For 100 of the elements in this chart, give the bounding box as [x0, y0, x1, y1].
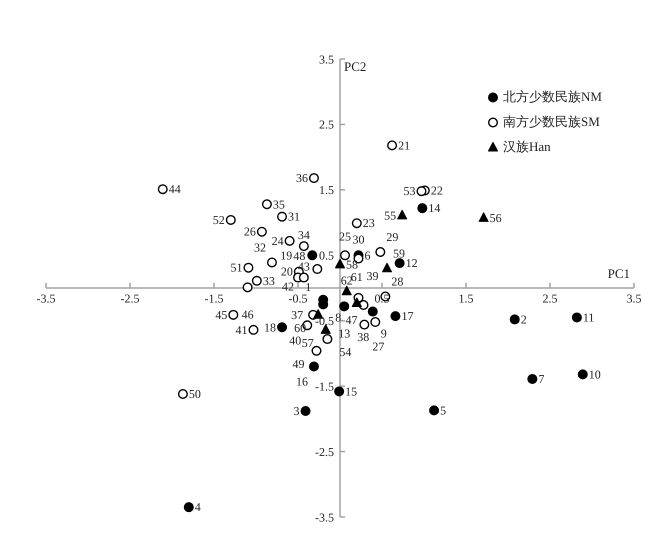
point — [248, 324, 258, 335]
point — [242, 282, 253, 292]
annotation: 39 — [366, 268, 378, 283]
point — [359, 320, 370, 330]
point — [429, 405, 440, 416]
point — [572, 312, 582, 322]
point — [478, 212, 489, 222]
point — [243, 262, 254, 273]
annotation: 41 — [235, 322, 248, 337]
point — [370, 317, 380, 328]
point — [394, 258, 405, 268]
point — [298, 272, 309, 283]
annotation: 46 — [242, 307, 254, 322]
point — [277, 212, 288, 222]
point — [352, 297, 362, 307]
y-tick-label: 1.5 — [319, 183, 334, 198]
legend-label: 汉族Han — [503, 138, 551, 156]
annotation: 26 — [244, 224, 256, 239]
annotation: 21 — [398, 138, 410, 152]
point — [266, 257, 277, 268]
annotation: 61 — [350, 270, 363, 284]
point — [312, 264, 322, 274]
point — [252, 276, 262, 286]
annotation: 27 — [372, 340, 384, 354]
point — [527, 374, 538, 384]
annotation: 44 — [168, 182, 181, 196]
annotation: 29 — [386, 230, 398, 244]
annotation: 28 — [391, 274, 404, 289]
point — [284, 236, 295, 246]
annotation: 59 — [393, 246, 406, 260]
x-tick-label: -3.5 — [36, 292, 56, 306]
point — [340, 250, 350, 260]
annotation: 3 — [294, 404, 300, 418]
y-tick-label: -1.5 — [315, 379, 334, 394]
point — [308, 173, 319, 184]
annotation: 5 — [440, 403, 446, 418]
annotation: 18 — [264, 320, 276, 334]
annotation: 60 — [294, 320, 306, 335]
point — [342, 286, 352, 296]
annotation: 42 — [282, 280, 294, 294]
point — [158, 184, 168, 194]
annotation: 35 — [272, 197, 285, 212]
x-tick-label: 3.5 — [626, 292, 642, 306]
x-tick-label: 2.5 — [542, 292, 558, 306]
annotation: 57 — [302, 336, 314, 350]
annotation: 52 — [212, 212, 225, 227]
point — [228, 310, 238, 320]
point — [416, 186, 426, 196]
point — [382, 262, 392, 272]
point — [510, 314, 520, 324]
annotation: 25 — [339, 229, 352, 244]
annotation: 58 — [346, 257, 358, 272]
point — [390, 311, 400, 322]
annotation: 4 — [194, 500, 201, 514]
point — [322, 334, 332, 344]
annotation: 54 — [339, 345, 352, 360]
point — [226, 214, 236, 225]
x-axis-title: PC1 — [608, 266, 630, 281]
legend-label: 南方少数民族SM — [503, 112, 600, 130]
annotation: 8 — [335, 310, 342, 324]
point — [178, 388, 188, 399]
annotation: 16 — [296, 374, 308, 389]
y-tick-label: -3.5 — [315, 510, 334, 524]
annotation: 22 — [430, 184, 443, 198]
point — [375, 247, 386, 258]
x-tick-label: -1.5 — [204, 292, 224, 306]
annotation: 45 — [215, 308, 228, 322]
point — [256, 226, 267, 237]
annotation: 32 — [254, 240, 266, 254]
point — [334, 386, 344, 396]
x-tick-label: -0.5 — [288, 292, 308, 306]
point — [578, 369, 588, 380]
annotation: 55 — [384, 208, 396, 222]
x-tick-label: 1.5 — [458, 292, 474, 306]
point — [417, 203, 428, 214]
point — [300, 406, 311, 416]
annotation: 40 — [289, 333, 302, 348]
annotation: 13 — [338, 326, 350, 340]
point — [352, 218, 362, 228]
annotation: 12 — [406, 256, 418, 270]
annotation: 24 — [272, 234, 284, 248]
annotation: 2 — [520, 312, 527, 326]
annotation: 1 — [305, 280, 312, 294]
point — [277, 322, 288, 332]
annotation: 30 — [352, 232, 364, 247]
point — [307, 250, 318, 260]
annotation: 49 — [292, 356, 304, 371]
point — [298, 241, 309, 252]
point — [339, 301, 350, 312]
point — [334, 258, 346, 268]
annotation: 23 — [362, 216, 375, 230]
annotation: 34 — [298, 228, 310, 242]
point — [387, 140, 398, 150]
point — [397, 210, 408, 220]
annotation: 31 — [288, 210, 300, 224]
annotation: 33 — [262, 274, 275, 288]
point — [184, 502, 194, 512]
point — [368, 306, 378, 317]
annotation: 50 — [188, 386, 201, 401]
point — [308, 362, 319, 372]
